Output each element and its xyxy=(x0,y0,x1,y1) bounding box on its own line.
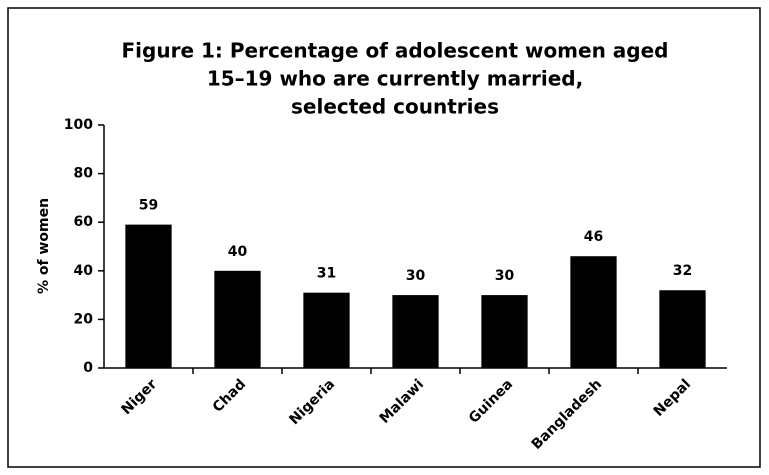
value-label: 40 xyxy=(228,244,248,260)
bar xyxy=(125,224,172,368)
bar xyxy=(392,295,439,368)
bar xyxy=(214,270,261,368)
value-label: 30 xyxy=(406,268,426,284)
chart-title: selected countries xyxy=(291,95,499,119)
value-label: 46 xyxy=(584,229,603,245)
bar xyxy=(659,290,706,368)
value-label: 32 xyxy=(673,263,692,279)
bar xyxy=(570,256,617,368)
chart-title: Figure 1: Percentage of adolescent women… xyxy=(122,39,669,63)
value-label: 31 xyxy=(317,266,336,282)
value-label: 59 xyxy=(139,198,158,214)
y-tick-label: 80 xyxy=(74,166,94,182)
y-axis-label: % of women xyxy=(36,198,52,294)
bar xyxy=(303,292,350,368)
y-tick-label: 0 xyxy=(83,360,93,376)
y-tick-label: 60 xyxy=(74,214,94,230)
bar xyxy=(481,295,528,368)
y-tick-label: 20 xyxy=(74,311,94,327)
chart-title: 15–19 who are currently married, xyxy=(207,67,583,91)
y-tick-label: 40 xyxy=(74,263,94,279)
value-label: 30 xyxy=(495,268,515,284)
y-tick-label: 100 xyxy=(64,117,93,133)
